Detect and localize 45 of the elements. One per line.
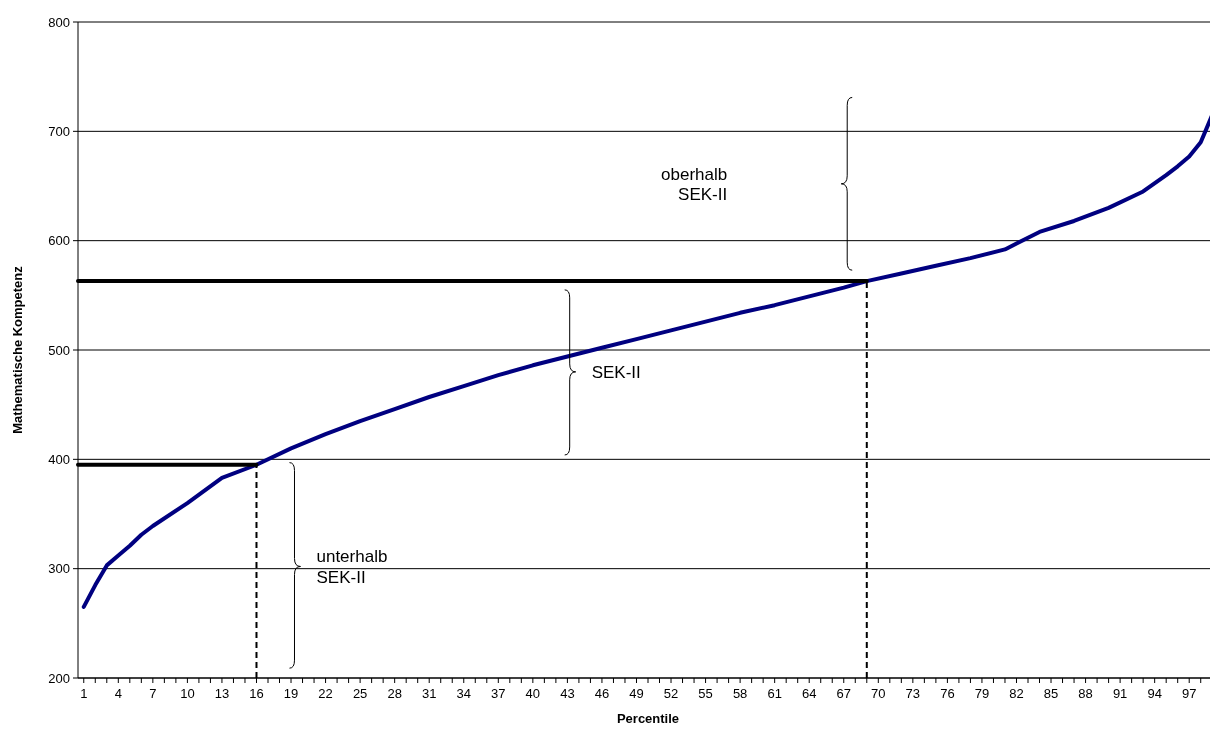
x-axis-title: Percentile <box>616 711 680 726</box>
x-tick-label: 79 <box>974 686 990 701</box>
x-tick-label: 94 <box>1147 686 1162 701</box>
x-tick-label: 40 <box>525 686 541 701</box>
x-tick-label: 4 <box>114 686 122 701</box>
x-tick-label: 88 <box>1078 686 1093 701</box>
x-tick-label: 61 <box>767 686 782 701</box>
x-tick-label: 73 <box>905 686 921 701</box>
x-tick-label: 13 <box>214 686 230 701</box>
x-tick-label: 37 <box>491 686 506 701</box>
x-tick-label: 70 <box>871 686 886 701</box>
x-tick-label: 31 <box>421 686 437 701</box>
y-tick-label: 400 <box>48 451 70 467</box>
annotation: unterhalb SEK-II <box>316 547 388 587</box>
x-tick-label: 34 <box>456 686 471 701</box>
annotation: oberhalb SEK-II <box>661 164 728 205</box>
x-tick-label: 58 <box>732 686 748 701</box>
x-tick-label: 64 <box>801 686 817 701</box>
x-tick-label: 67 <box>836 686 851 701</box>
x-tick-label: 76 <box>940 686 955 701</box>
y-tick-label: 200 <box>48 670 70 686</box>
x-tick-label: 7 <box>149 686 157 701</box>
y-tick-label: 700 <box>48 123 70 139</box>
x-tick-label: 46 <box>594 686 610 701</box>
x-tick-label: 22 <box>318 686 333 701</box>
x-tick-label: 85 <box>1043 686 1059 701</box>
x-tick-label: 52 <box>663 686 679 701</box>
x-tick-label: 91 <box>1112 686 1128 701</box>
y-tick-label: 500 <box>48 342 70 358</box>
x-tick-label: 19 <box>283 686 299 701</box>
x-tick-label: 16 <box>249 686 264 701</box>
x-tick-label: 43 <box>560 686 575 701</box>
x-tick-label: 97 <box>1181 686 1197 701</box>
x-tick-label: 49 <box>629 686 644 701</box>
y-axis-title: Mathematische Kompetenz <box>10 265 25 434</box>
x-tick-label: 82 <box>1009 686 1024 701</box>
y-tick-label: 800 <box>48 14 70 30</box>
y-tick-label: 300 <box>48 561 70 577</box>
x-tick-label: 28 <box>387 686 402 701</box>
annotation: SEK-II <box>591 362 641 382</box>
x-tick-label: 10 <box>180 686 195 701</box>
x-tick-label: 1 <box>80 686 88 701</box>
x-tick-label: 55 <box>698 686 713 701</box>
x-tick-label: 25 <box>352 686 368 701</box>
y-tick-label: 600 <box>48 233 70 249</box>
